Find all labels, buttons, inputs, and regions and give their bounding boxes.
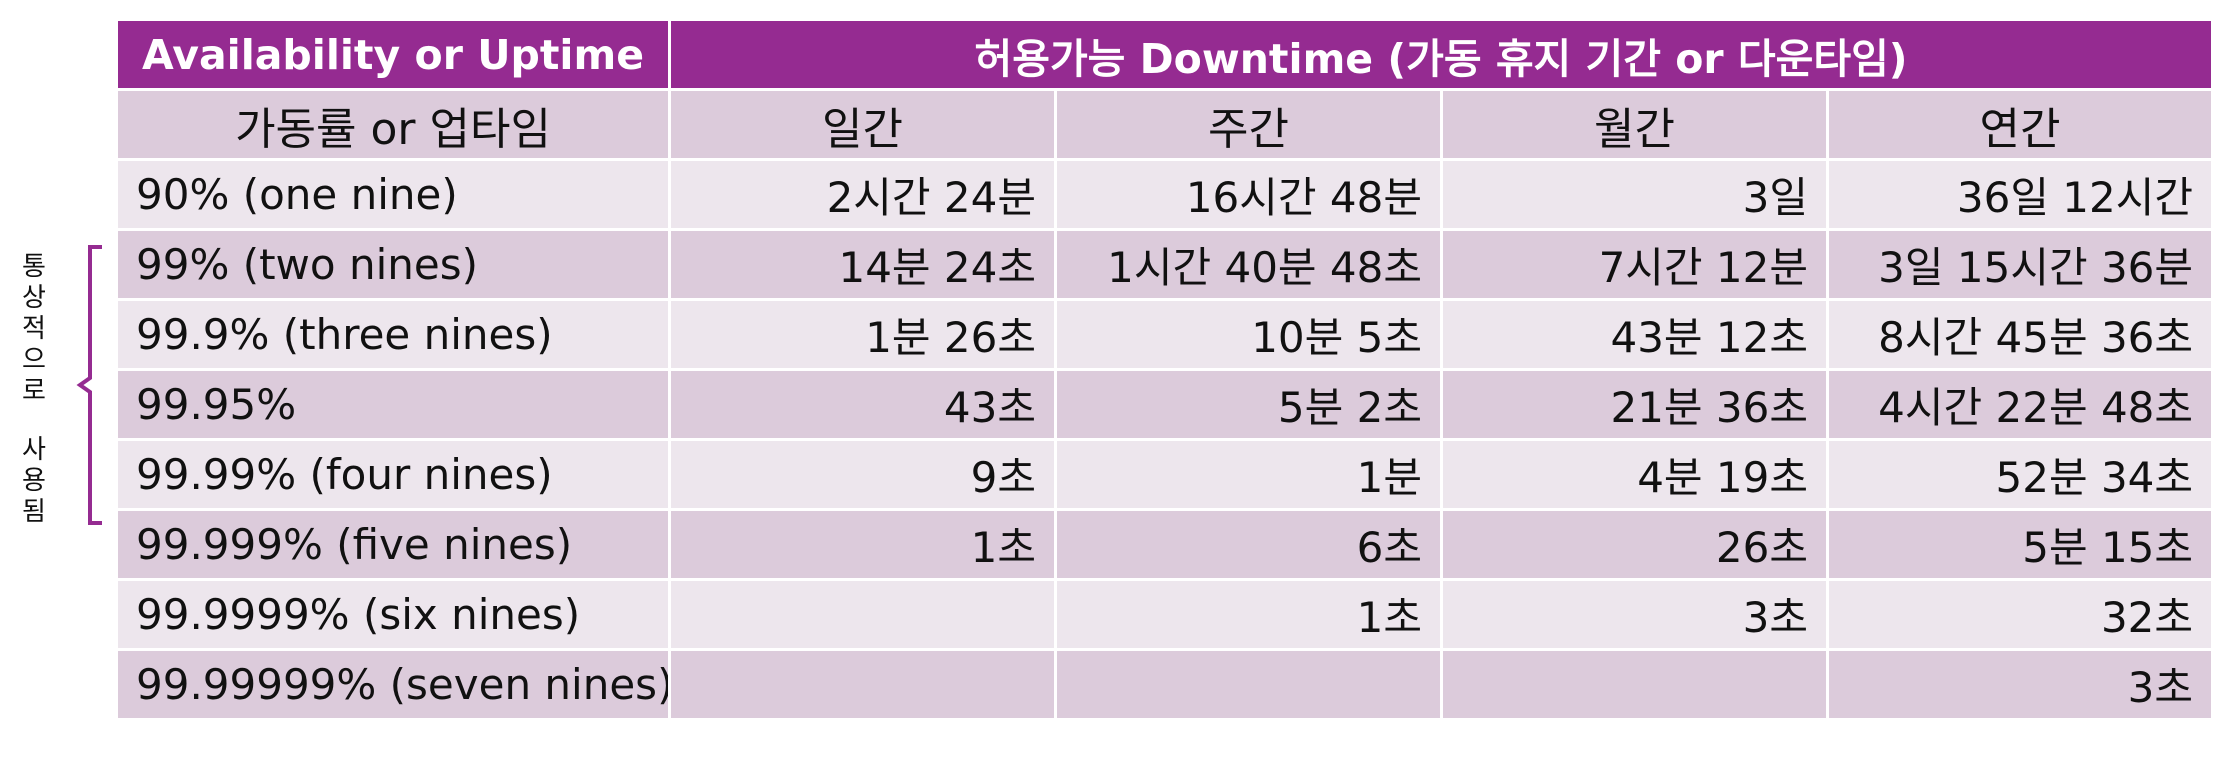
yearly-cell: 4시간 22분 48초 bbox=[1825, 368, 2215, 441]
commonly-used-note: 통 상 적 으 로 사 용 됨 bbox=[14, 252, 54, 542]
header-downtime: 허용가능 Downtime (가동 휴지 기간 or 다운타임) bbox=[667, 18, 2215, 91]
subheader-yearly: 연간 bbox=[1825, 88, 2215, 161]
daily-cell: 14분 24초 bbox=[668, 228, 1057, 301]
table-row: 99.99999% (seven nines) 3초 bbox=[115, 648, 2215, 721]
subheader-daily: 일간 bbox=[668, 88, 1057, 161]
yearly-cell: 8시간 45분 36초 bbox=[1825, 298, 2215, 371]
monthly-cell: 26초 bbox=[1440, 508, 1829, 581]
table-row: 99.95% 43초 5분 2초 21분 36초 4시간 22분 48초 bbox=[115, 368, 2215, 441]
monthly-cell: 21분 36초 bbox=[1440, 368, 1829, 441]
availability-cell: 99% (two nines) bbox=[115, 228, 671, 301]
note-char: 통 bbox=[22, 252, 46, 282]
yearly-cell: 36일 12시간 bbox=[1825, 158, 2215, 231]
subheader-weekly: 주간 bbox=[1054, 88, 1443, 161]
daily-cell: 9초 bbox=[668, 438, 1057, 511]
note-char: 적 bbox=[22, 314, 46, 344]
table-row: 99.9999% (six nines) 1초 3초 32초 bbox=[115, 578, 2215, 651]
subheader-availability: 가동률 or 업타임 bbox=[115, 88, 671, 161]
note-char: 으 bbox=[22, 345, 46, 375]
subheader-monthly: 월간 bbox=[1440, 88, 1829, 161]
note-char: 로 bbox=[22, 376, 46, 406]
table-row: 99.9% (three nines) 1분 26초 10분 5초 43분 12… bbox=[115, 298, 2215, 371]
daily-cell: 1초 bbox=[668, 508, 1057, 581]
monthly-cell: 7시간 12분 bbox=[1440, 228, 1829, 301]
yearly-cell: 5분 15초 bbox=[1825, 508, 2215, 581]
uptime-table: Availability or Uptime 허용가능 Downtime (가동… bbox=[115, 18, 2215, 721]
table-row: 90% (one nine) 2시간 24분 16시간 48분 3일 36일 1… bbox=[115, 158, 2215, 231]
weekly-cell bbox=[1054, 648, 1443, 721]
monthly-cell: 3일 bbox=[1440, 158, 1829, 231]
monthly-cell: 43분 12초 bbox=[1440, 298, 1829, 371]
availability-cell: 99.99999% (seven nines) bbox=[115, 648, 671, 721]
monthly-cell: 3초 bbox=[1440, 578, 1829, 651]
weekly-cell: 1분 bbox=[1054, 438, 1443, 511]
monthly-cell bbox=[1440, 648, 1829, 721]
daily-cell bbox=[668, 578, 1057, 651]
yearly-cell: 32초 bbox=[1825, 578, 2215, 651]
header-row-main: Availability or Uptime 허용가능 Downtime (가동… bbox=[115, 18, 2215, 91]
availability-cell: 99.999% (five nines) bbox=[115, 508, 671, 581]
daily-cell: 2시간 24분 bbox=[668, 158, 1057, 231]
left-bracket-icon bbox=[76, 245, 102, 525]
availability-cell: 99.9% (three nines) bbox=[115, 298, 671, 371]
note-char: 사 bbox=[22, 435, 46, 465]
daily-cell: 1분 26초 bbox=[668, 298, 1057, 371]
table-row: 99.99% (four nines) 9초 1분 4분 19초 52분 34초 bbox=[115, 438, 2215, 511]
availability-cell: 99.9999% (six nines) bbox=[115, 578, 671, 651]
monthly-cell: 4분 19초 bbox=[1440, 438, 1829, 511]
weekly-cell: 1초 bbox=[1054, 578, 1443, 651]
note-char: 상 bbox=[22, 283, 46, 313]
availability-cell: 99.95% bbox=[115, 368, 671, 441]
daily-cell bbox=[668, 648, 1057, 721]
availability-cell: 90% (one nine) bbox=[115, 158, 671, 231]
weekly-cell: 1시간 40분 48초 bbox=[1054, 228, 1443, 301]
availability-cell: 99.99% (four nines) bbox=[115, 438, 671, 511]
weekly-cell: 5분 2초 bbox=[1054, 368, 1443, 441]
table-row: 99% (two nines) 14분 24초 1시간 40분 48초 7시간 … bbox=[115, 228, 2215, 301]
table-row: 99.999% (five nines) 1초 6초 26초 5분 15초 bbox=[115, 508, 2215, 581]
note-char: 용 bbox=[22, 466, 46, 496]
yearly-cell: 3초 bbox=[1825, 648, 2215, 721]
weekly-cell: 16시간 48분 bbox=[1054, 158, 1443, 231]
weekly-cell: 6초 bbox=[1054, 508, 1443, 581]
yearly-cell: 3일 15시간 36분 bbox=[1825, 228, 2215, 301]
weekly-cell: 10분 5초 bbox=[1054, 298, 1443, 371]
header-availability: Availability or Uptime bbox=[115, 18, 671, 91]
header-row-sub: 가동률 or 업타임 일간 주간 월간 연간 bbox=[115, 88, 2215, 161]
note-char: 됨 bbox=[22, 497, 46, 527]
yearly-cell: 52분 34초 bbox=[1825, 438, 2215, 511]
daily-cell: 43초 bbox=[668, 368, 1057, 441]
